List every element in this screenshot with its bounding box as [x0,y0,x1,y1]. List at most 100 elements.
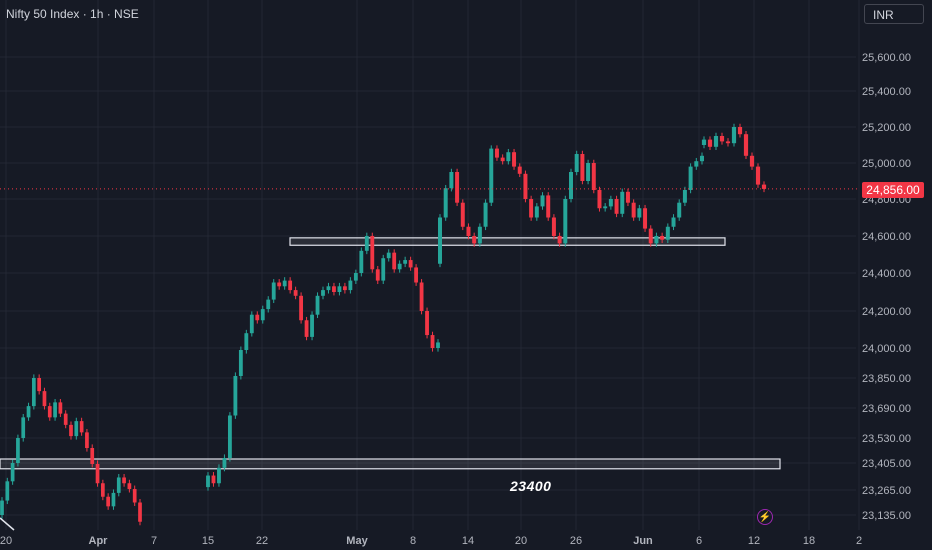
x-axis: 20 Apr 7 15 22 May 8 14 20 26 Jun 6 12 18 2 [0,535,862,547]
y-tick-label: 24,000.00 [862,343,911,355]
candle [700,155,704,162]
current-price-badge: 24,856.00 [862,182,924,198]
candle [506,152,511,162]
x-tick-label: 7 [151,535,157,547]
candle [529,199,534,218]
candle [260,309,265,321]
y-axis: 25,600.0025,400.0025,200.0025,000.0024,8… [862,52,911,522]
candle [381,258,386,281]
y-tick-label: 24,400.00 [862,268,911,280]
candle [244,333,249,350]
candle [477,226,482,244]
candle [419,282,424,311]
candle [597,190,602,209]
candle [127,483,132,490]
candle [238,350,243,376]
candle [332,286,336,292]
candle [138,502,142,522]
candle [5,481,10,501]
candle [370,236,375,270]
y-tick-label: 24,600.00 [862,231,911,243]
candle [386,252,391,259]
candle [648,228,653,244]
y-tick-label: 25,600.00 [862,52,911,64]
candle [512,152,517,167]
candle [277,282,282,287]
candle [227,415,232,458]
candle [397,263,402,270]
candle [100,483,105,497]
x-tick-label: 26 [570,535,582,547]
candle [719,136,725,142]
candle [660,236,665,240]
candles [0,123,767,531]
candle [90,448,95,464]
candle [353,273,358,281]
candle [761,184,767,189]
candle [523,173,528,199]
candle [643,208,648,229]
x-tick-label: 18 [803,535,815,547]
candle [255,314,260,321]
candle [500,157,505,162]
candle [359,250,364,273]
candle [42,391,47,407]
candle [737,127,743,135]
candle [557,236,562,244]
candle [132,489,137,503]
support-zone[interactable] [0,458,781,470]
candle [677,202,682,218]
support-zones [0,237,781,470]
candle [455,172,460,203]
candle [310,314,314,337]
candle [342,286,347,291]
candle [489,148,494,203]
candle [348,280,353,291]
candle [249,314,254,334]
x-tick-label: 12 [748,535,760,547]
candle [392,252,397,270]
candle [364,236,369,251]
candle [591,163,596,190]
support-zone[interactable] [289,237,726,246]
candle [222,458,227,468]
currency-selector[interactable]: INR [864,4,924,24]
lightning-icon[interactable]: ⚡ [757,509,773,525]
x-tick-label: May [346,535,368,547]
x-tick-label: 20 [0,535,12,547]
candle [326,286,331,291]
y-tick-label: 23,690.00 [862,403,911,415]
candle [0,500,4,515]
candle [725,141,731,144]
candle [288,280,293,291]
candle [701,139,707,145]
candle [282,280,287,287]
x-tick-label: 8 [410,535,416,547]
candle [713,136,719,147]
candle [85,432,89,448]
candle [106,496,111,507]
candle [321,290,325,296]
trend-line[interactable] [0,517,15,531]
candle [483,202,488,227]
candle [266,299,271,310]
x-tick-label: 2 [856,535,862,547]
candle [315,295,320,315]
candle [460,202,465,227]
candle [293,290,298,296]
candle [665,226,670,240]
candle [111,492,116,507]
y-tick-label: 25,400.00 [862,86,911,98]
candle [614,199,619,214]
y-tick-label: 23,850.00 [862,373,911,385]
candle [69,424,73,437]
candle [304,320,309,337]
candle [694,161,699,167]
y-tick-label: 25,200.00 [862,122,911,134]
candle [74,421,79,437]
y-tick-label: 24,200.00 [862,306,911,318]
candle [217,467,221,484]
candle [271,282,276,300]
candle [408,260,413,268]
